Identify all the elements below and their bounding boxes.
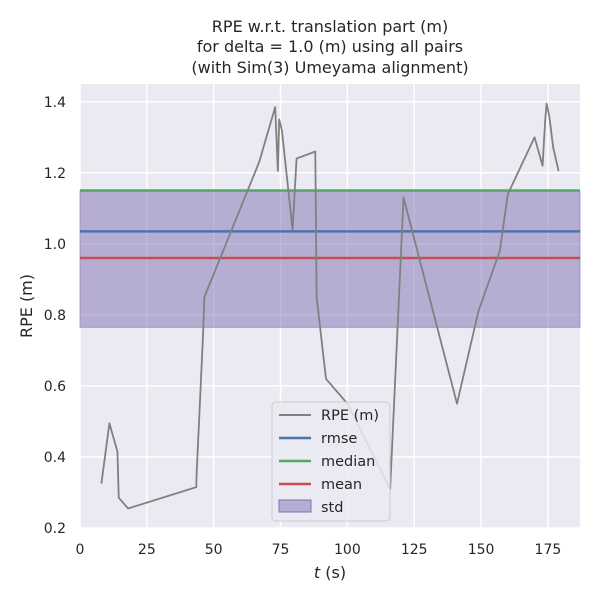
legend-label-std: std xyxy=(321,500,343,516)
x-axis-label: t (s) xyxy=(314,563,346,582)
title-line-2: for delta = 1.0 (m) using all pairs xyxy=(197,37,463,56)
x-tick-label: 25 xyxy=(138,542,156,558)
series-layer xyxy=(100,102,560,510)
x-tick-label: 125 xyxy=(401,542,428,558)
legend-label-rmse: rmse xyxy=(321,431,357,447)
x-tick-labels: 0 25 50 75 100 125 150 175 xyxy=(76,542,562,558)
x-axis-unit: (s) xyxy=(320,563,346,582)
x-tick-label: 100 xyxy=(334,542,361,558)
y-tick-label: 0.6 xyxy=(44,379,66,395)
chart-title: RPE w.r.t. translation part (m) for delt… xyxy=(191,17,468,77)
legend-swatch-std xyxy=(278,499,312,513)
title-line-1: RPE w.r.t. translation part (m) xyxy=(212,17,448,36)
x-tick-label: 75 xyxy=(272,542,290,558)
y-tick-label: 0.2 xyxy=(44,521,66,537)
x-tick-label: 175 xyxy=(535,542,562,558)
legend-label-rpe: RPE (m) xyxy=(321,408,379,424)
y-axis-label: RPE (m) xyxy=(17,274,36,338)
rpe-series-line xyxy=(100,102,560,510)
y-tick-label: 0.8 xyxy=(44,308,66,324)
legend-label-mean: mean xyxy=(321,477,362,493)
y-tick-labels: 0.2 0.4 0.6 0.8 1.0 1.2 1.4 xyxy=(44,95,66,537)
legend-label-median: median xyxy=(321,454,375,470)
legend-frame xyxy=(271,401,391,522)
x-axis-variable: t xyxy=(314,563,321,582)
title-line-3: (with Sim(3) Umeyama alignment) xyxy=(191,58,468,77)
y-tick-label: 1.2 xyxy=(44,166,66,182)
x-tick-label: 0 xyxy=(76,542,85,558)
x-tick-label: 150 xyxy=(468,542,495,558)
legend: RPE (m) rmse median mean std xyxy=(271,401,391,522)
y-tick-label: 1.0 xyxy=(44,237,66,253)
x-tick-label: 50 xyxy=(205,542,223,558)
y-tick-label: 1.4 xyxy=(44,95,66,111)
y-tick-label: 0.4 xyxy=(44,450,66,466)
